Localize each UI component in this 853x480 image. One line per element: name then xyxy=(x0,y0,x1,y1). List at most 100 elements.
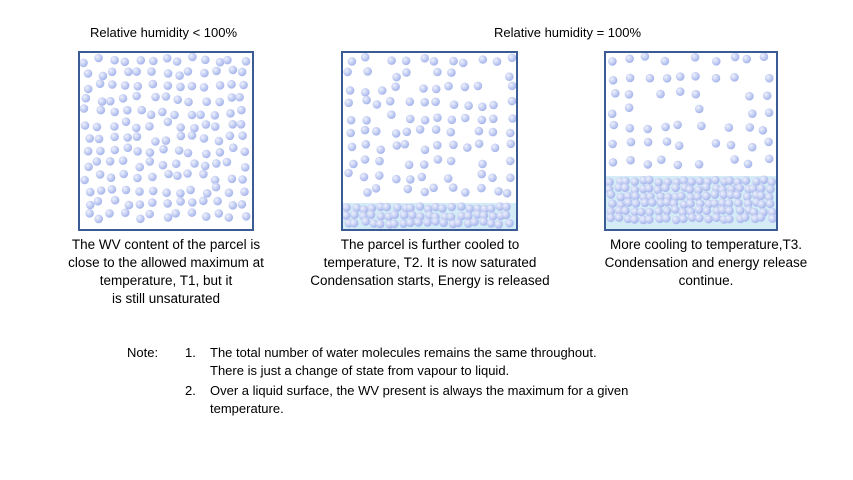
water-molecule xyxy=(392,141,402,150)
water-molecule xyxy=(640,53,650,61)
water-molecule xyxy=(743,159,753,169)
water-molecule xyxy=(460,82,470,92)
water-molecule xyxy=(187,131,197,140)
water-molecule xyxy=(224,188,234,197)
water-molecule xyxy=(446,156,456,166)
water-molecule xyxy=(173,171,182,180)
water-molecule xyxy=(624,103,634,112)
water-molecule xyxy=(97,97,107,106)
water-molecule xyxy=(406,218,415,227)
water-molecule xyxy=(210,122,220,131)
water-molecule xyxy=(494,187,503,196)
water-molecule xyxy=(488,211,498,221)
water-molecule xyxy=(124,67,133,77)
water-molecule xyxy=(389,219,399,229)
water-molecule xyxy=(724,123,734,132)
water-molecule xyxy=(376,212,386,221)
heading-unsaturated: Relative humidity < 100% xyxy=(90,25,238,40)
water-molecule xyxy=(439,218,448,228)
water-molecule xyxy=(446,127,456,137)
water-molecule xyxy=(391,129,401,138)
water-molecule xyxy=(227,174,237,184)
water-molecule xyxy=(502,202,511,212)
water-molecule xyxy=(171,209,180,218)
water-molecule xyxy=(163,199,172,208)
water-molecule xyxy=(433,155,443,164)
water-molecule xyxy=(132,123,141,133)
water-molecule xyxy=(433,67,442,77)
water-molecule xyxy=(136,214,145,224)
water-molecule xyxy=(147,67,156,76)
water-molecule xyxy=(673,120,682,130)
water-molecule xyxy=(725,206,734,216)
water-molecule xyxy=(433,113,442,122)
water-molecule xyxy=(477,169,486,179)
water-molecule xyxy=(662,214,671,223)
water-molecule xyxy=(415,202,425,211)
water-molecule xyxy=(759,53,769,61)
water-molecule xyxy=(214,209,224,218)
water-molecule xyxy=(133,173,142,183)
water-molecule xyxy=(443,174,453,183)
water-molecule xyxy=(96,105,106,115)
water-molecule xyxy=(376,202,385,212)
water-molecule xyxy=(690,53,700,62)
water-molecule xyxy=(222,157,232,167)
water-molecule xyxy=(687,177,696,187)
water-molecule xyxy=(237,67,247,77)
water-molecule xyxy=(431,217,440,226)
water-molecule xyxy=(110,195,120,205)
water-molecule xyxy=(694,185,703,195)
water-molecule xyxy=(137,105,146,115)
water-molecule xyxy=(691,89,701,99)
water-molecule xyxy=(135,162,144,172)
water-molecule xyxy=(163,69,173,78)
water-molecule xyxy=(743,199,753,208)
water-molecule xyxy=(375,171,384,180)
water-molecule xyxy=(224,213,234,222)
water-molecule xyxy=(392,72,401,82)
water-molecule xyxy=(148,172,157,182)
water-molecule xyxy=(671,205,680,214)
water-molecule xyxy=(645,175,654,185)
water-molecule xyxy=(694,104,704,114)
water-molecule xyxy=(210,175,220,185)
water-molecule xyxy=(726,190,736,200)
water-molecule xyxy=(223,55,232,65)
water-molecule xyxy=(371,184,381,193)
water-molecule xyxy=(741,176,751,185)
water-molecule xyxy=(106,96,115,106)
water-molecule xyxy=(479,211,489,220)
water-molecule xyxy=(431,125,441,134)
water-molecule xyxy=(187,208,197,217)
water-molecule xyxy=(694,205,704,214)
water-molecule xyxy=(83,84,93,94)
water-molecule xyxy=(210,111,220,120)
water-molecule xyxy=(186,185,195,195)
parcel-box-t2 xyxy=(341,51,518,231)
water-molecule xyxy=(201,55,210,65)
water-molecule xyxy=(202,97,211,106)
water-molecule xyxy=(400,139,410,149)
water-molecule xyxy=(96,186,106,195)
water-molecule xyxy=(401,56,411,66)
water-molecule xyxy=(183,67,193,76)
water-molecule xyxy=(608,199,617,208)
water-molecule xyxy=(623,191,633,201)
water-molecule xyxy=(240,163,250,172)
water-molecule xyxy=(759,175,769,185)
water-molecule xyxy=(199,196,208,206)
water-molecule xyxy=(363,188,372,197)
water-molecule xyxy=(123,143,133,152)
water-molecule xyxy=(136,56,146,65)
water-molecule xyxy=(735,206,745,215)
water-molecule xyxy=(420,187,430,197)
water-molecule xyxy=(184,97,193,107)
water-molecule xyxy=(631,191,640,201)
water-molecule xyxy=(202,149,211,159)
water-molecule xyxy=(710,190,720,199)
water-molecule xyxy=(768,214,776,223)
parcel-box-t3 xyxy=(604,51,778,231)
water-molecule xyxy=(81,93,91,103)
water-molecule xyxy=(463,143,472,152)
